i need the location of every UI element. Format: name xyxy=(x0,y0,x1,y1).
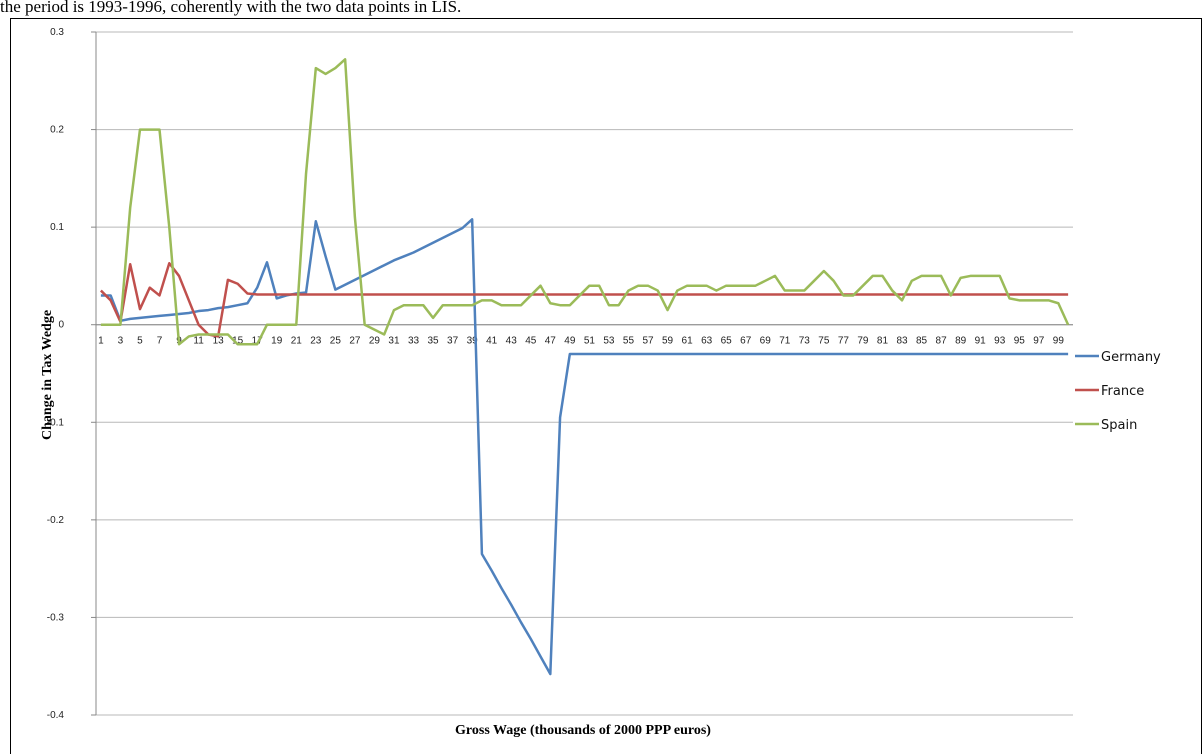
x-tick-label: 75 xyxy=(818,336,830,347)
x-tick-label: 83 xyxy=(896,336,908,347)
header-text: the period is 1993-1996, coherently with… xyxy=(0,0,461,16)
x-tick-label: 95 xyxy=(1014,336,1026,347)
x-tick-label: 25 xyxy=(330,336,342,347)
x-tick-label: 45 xyxy=(525,336,537,347)
x-tick-label: 7 xyxy=(157,336,163,347)
x-tick-label: 69 xyxy=(760,336,772,347)
x-tick-label: 29 xyxy=(369,336,381,347)
x-tick-label: 3 xyxy=(118,336,124,347)
x-tick-label: 91 xyxy=(975,336,987,347)
x-tick-label: 73 xyxy=(799,336,811,347)
x-tick-label: 71 xyxy=(779,336,791,347)
x-tick-label: 33 xyxy=(408,336,420,347)
legend-label: Spain xyxy=(1101,418,1137,433)
x-tick-label: 1 xyxy=(98,336,104,347)
series-line xyxy=(100,218,1069,676)
y-tick-label: 0.1 xyxy=(50,222,64,233)
legend-label: Germany xyxy=(1101,350,1161,365)
x-tick-label: 35 xyxy=(428,336,440,347)
series-line xyxy=(100,261,1069,338)
x-tick-label: 79 xyxy=(857,336,869,347)
chart-frame xyxy=(10,18,1202,754)
x-tick-label: 13 xyxy=(213,336,225,347)
x-tick-label: 59 xyxy=(662,336,674,347)
x-tick-label: 87 xyxy=(936,336,948,347)
x-tick-label: 43 xyxy=(506,336,518,347)
x-tick-label: 19 xyxy=(271,336,283,347)
x-tick-label: 15 xyxy=(232,336,244,347)
y-tick-label: 0 xyxy=(58,320,64,331)
y-tick-label: 0.3 xyxy=(50,27,64,38)
x-axis-title: Gross Wage (thousands of 2000 PPP euros) xyxy=(455,723,711,738)
x-tick-label: 47 xyxy=(545,336,557,347)
x-tick-label: 57 xyxy=(642,336,654,347)
x-tick-label: 37 xyxy=(447,336,459,347)
x-tick-label: 97 xyxy=(1033,336,1045,347)
x-tick-label: 27 xyxy=(349,336,361,347)
x-tick-label: 55 xyxy=(623,336,635,347)
y-tick-label: -0.3 xyxy=(47,612,65,623)
x-tick-label: 77 xyxy=(838,336,850,347)
series-line xyxy=(100,58,1070,346)
x-tick-label: 99 xyxy=(1053,336,1065,347)
x-tick-label: 51 xyxy=(584,336,596,347)
x-tick-label: 85 xyxy=(916,336,928,347)
x-tick-label: 21 xyxy=(291,336,303,347)
x-tick-label: 39 xyxy=(467,336,479,347)
y-tick-label: -0.2 xyxy=(47,515,65,526)
x-tick-label: 5 xyxy=(137,336,143,347)
x-tick-label: 93 xyxy=(994,336,1006,347)
y-tick-label: 0.2 xyxy=(50,125,64,136)
x-tick-label: 81 xyxy=(877,336,889,347)
x-tick-label: 63 xyxy=(701,336,713,347)
x-tick-label: 49 xyxy=(564,336,576,347)
y-tick-label: -0.1 xyxy=(47,417,65,428)
y-tick-label: -0.4 xyxy=(47,710,65,721)
x-tick-label: 23 xyxy=(310,336,322,347)
x-tick-label: 65 xyxy=(721,336,733,347)
y-axis-title: Change in Tax Wedge xyxy=(40,310,55,440)
legend-label: France xyxy=(1101,384,1144,399)
x-tick-label: 67 xyxy=(740,336,752,347)
x-tick-label: 53 xyxy=(603,336,615,347)
x-tick-label: 89 xyxy=(955,336,967,347)
x-tick-label: 11 xyxy=(193,336,204,347)
x-tick-label: 31 xyxy=(388,336,400,347)
x-tick-label: 61 xyxy=(682,336,694,347)
x-tick-label: 41 xyxy=(486,336,498,347)
